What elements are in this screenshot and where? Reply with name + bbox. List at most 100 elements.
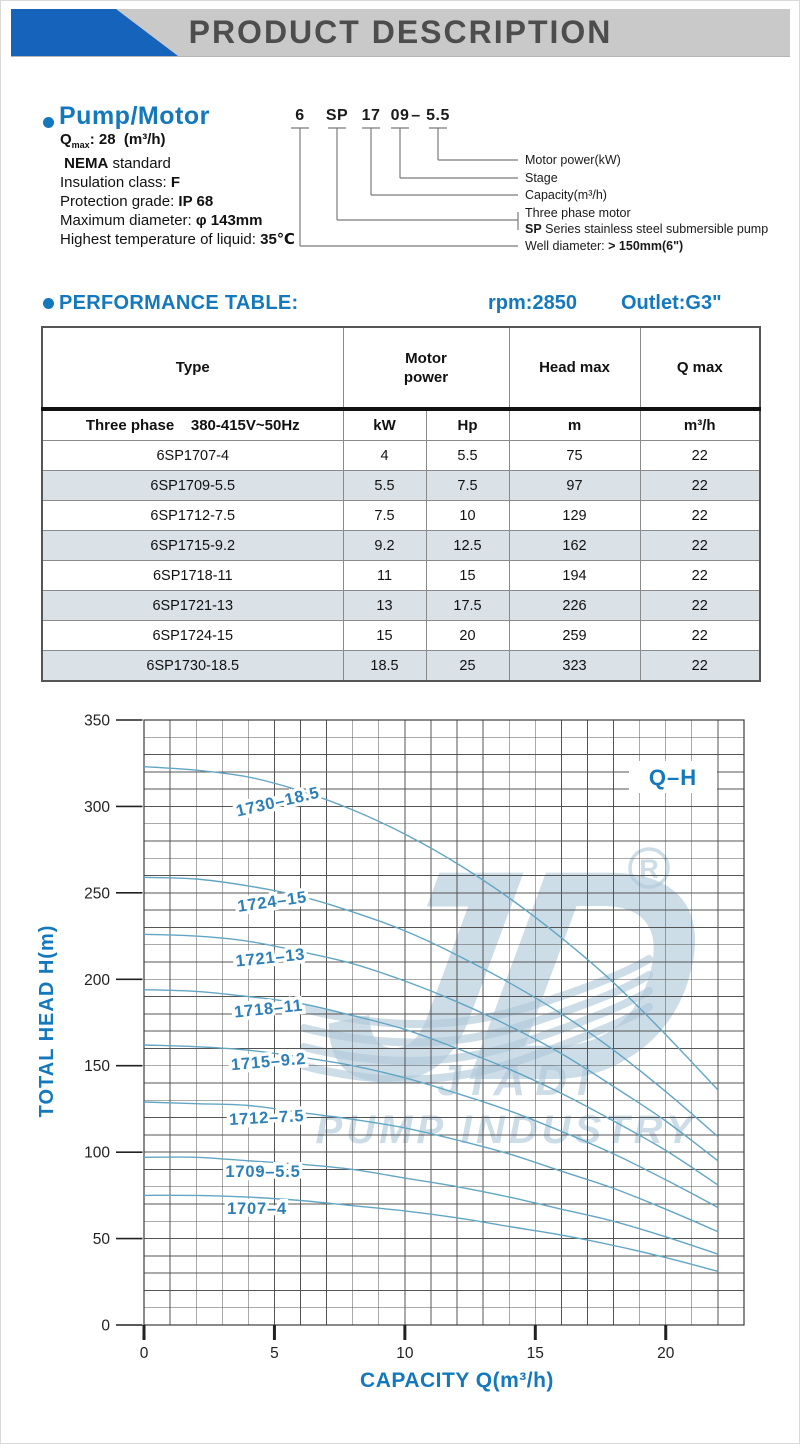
text-segment: Motor power(kW) (525, 153, 621, 167)
pump-curve (143, 1156, 719, 1255)
y-tick-label: 300 (84, 799, 110, 816)
text-segment: Stage (525, 171, 558, 185)
table-cell: 22 (639, 650, 761, 682)
pump-curve (143, 876, 719, 1138)
rpm-value: rpm:2850 (488, 292, 577, 314)
watermark-wave (300, 987, 653, 1065)
table-cell: 6SP1709-5.5 (41, 470, 344, 501)
curve-label: 1712–7.5 (229, 1107, 305, 1129)
table-cell: 6SP1724-15 (41, 620, 344, 651)
y-tick-label: 350 (84, 713, 110, 730)
column-header: Motor power (342, 326, 510, 411)
table-cell: 4 (342, 440, 427, 471)
y-tick-label: 0 (101, 1318, 110, 1335)
model-code-part: 17 (362, 107, 381, 124)
text-segment: Three phase motor (525, 206, 631, 220)
table-cell: 7.5 (425, 470, 510, 501)
pump-curve (143, 933, 719, 1162)
table-cell: 9.2 (342, 530, 427, 561)
text-segment: IP 68 (178, 192, 214, 210)
table-cell: 97 (508, 470, 641, 501)
column-header: Type (41, 326, 344, 411)
performance-table: Type Motor power Head max Q max Three phase … (41, 326, 761, 682)
model-code-label: Capacity(m³/h) (525, 188, 607, 202)
table-cell: 75 (508, 440, 641, 471)
outlet-value: Outlet:G3" (621, 292, 722, 314)
table-cell: 6SP1715-9.2 (41, 530, 344, 561)
spec-line: Insulation class: F (60, 174, 295, 193)
registered-mark-icon (628, 847, 670, 889)
table-cell: 5.5 (425, 440, 510, 471)
model-code-diagram: 6 SP 17 09–5.5 Motor power(kW) Stage Capacity(… (291, 107, 768, 253)
chart-title: Q–H (649, 765, 697, 790)
table-cell: 22 (639, 560, 761, 591)
table-row: 6SP1730-18.5 18.5 25 323 22 (41, 650, 761, 682)
pump-curve (143, 1101, 719, 1233)
text-segment: > 150mm(6") (608, 239, 683, 253)
table-cell: 162 (508, 530, 641, 561)
model-code-label: Well diameter: > 150mm(6") (525, 239, 683, 253)
table-cell: 194 (508, 560, 641, 591)
y-tick-label: 150 (84, 1058, 110, 1075)
table-cell: 13 (342, 590, 427, 621)
y-tick-label: 200 (84, 972, 110, 989)
table-row: 6SP1718-11 11 15 194 22 (41, 560, 761, 591)
sub-header: m³/h (639, 408, 761, 441)
text-segment: F (170, 173, 181, 191)
performance-table-grid: Type Motor power Head max Q max Three phase … (41, 326, 761, 682)
model-code-label: Motor power(kW) (525, 153, 621, 167)
sub-header: Hp (425, 408, 510, 441)
table-cell: 11 (342, 560, 427, 591)
text-segment: : (89, 131, 99, 148)
y-tick-label: 100 (84, 1145, 110, 1162)
text-segment: Well diameter: (525, 239, 608, 253)
x-axis-title: CAPACITY Q(m³/h) (360, 1369, 554, 1392)
text-segment: 35℃ (260, 230, 295, 248)
curve-label: 1724–15 (236, 888, 308, 916)
table-row: 6SP1712-7.5 7.5 10 129 22 (41, 500, 761, 531)
spec-line: NEMA standard (60, 155, 295, 174)
pump-spec-list: Qmax: 28 (m³/h) NEMA standard Insulation … (60, 131, 295, 249)
watermark-monogram: JD (304, 808, 723, 1143)
table-row: 6SP1721-13 13 17.5 226 22 (41, 590, 761, 621)
x-tick-label: 10 (396, 1345, 414, 1362)
spec-line: Qmax: 28 (m³/h) (60, 131, 295, 155)
table-cell: 22 (639, 620, 761, 651)
spec-line: Maximum diameter: φ 143mm (60, 212, 295, 231)
x-tick-label: 20 (657, 1345, 675, 1362)
table-cell: 22 (639, 500, 761, 531)
pump-curve (143, 1194, 719, 1273)
page-title: PRODUCT DESCRIPTION (188, 14, 613, 50)
pump-motor-heading: Pump/Motor (59, 102, 210, 130)
curve-label: 1707–4 (227, 1200, 287, 1218)
table-cell: 6SP1712-7.5 (41, 500, 344, 531)
table-cell: 323 (508, 650, 641, 682)
text-segment: Protection grade: (60, 192, 179, 210)
pump-curve (143, 766, 719, 1091)
text-segment: Maximum diameter: (60, 211, 196, 229)
registered-mark-icon: R (639, 854, 659, 884)
pump-curve (143, 1044, 719, 1209)
text-segment: standard (108, 154, 171, 172)
table-cell: 25 (425, 650, 510, 682)
curve-label: 1721–13 (235, 945, 306, 970)
table-cell: 17.5 (425, 590, 510, 621)
bullet-icon (43, 298, 54, 309)
pump-curve (143, 989, 719, 1186)
x-tick-label: 15 (527, 1345, 544, 1362)
table-cell: 20 (425, 620, 510, 651)
table-cell: 226 (508, 590, 641, 621)
table-cell: 12.5 (425, 530, 510, 561)
model-code-part: – (411, 107, 420, 124)
x-tick-label: 0 (140, 1345, 149, 1362)
table-cell: 7.5 (342, 500, 427, 531)
model-code-part: 09 (391, 107, 410, 124)
table-cell: 6SP1707-4 (41, 440, 344, 471)
table-cell: 6SP1718-11 (41, 560, 344, 591)
table-row: 6SP1724-15 15 20 259 22 (41, 620, 761, 651)
x-tick-label: 5 (270, 1345, 279, 1362)
text-segment: φ 143mm (195, 211, 263, 229)
